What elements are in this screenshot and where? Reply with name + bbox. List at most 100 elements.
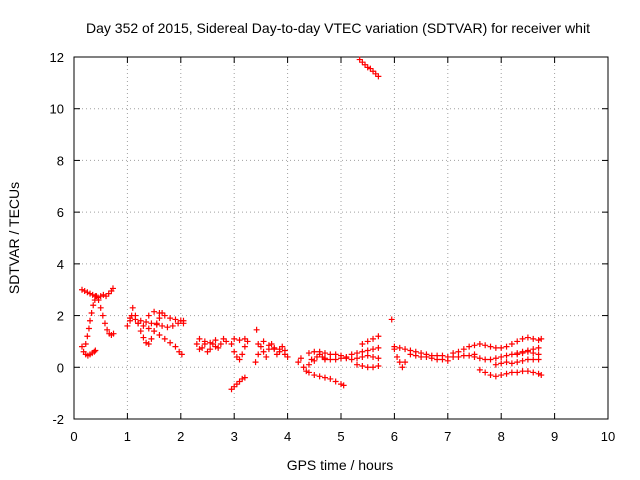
- data-point: [524, 348, 531, 355]
- data-point: [412, 352, 419, 359]
- data-point: [223, 338, 230, 345]
- data-point: [359, 353, 366, 360]
- data-point: [503, 359, 510, 366]
- data-point: [228, 341, 235, 348]
- data-point: [450, 350, 457, 357]
- data-point: [215, 344, 222, 351]
- data-point: [241, 335, 248, 342]
- data-point: [407, 351, 414, 358]
- data-point: [255, 341, 262, 348]
- data-point: [303, 368, 310, 375]
- data-point: [359, 348, 366, 355]
- data-point: [439, 356, 446, 363]
- data-point: [418, 353, 425, 360]
- data-point: [207, 339, 214, 346]
- data-point: [159, 322, 166, 329]
- data-point: [364, 364, 371, 371]
- data-point: [519, 335, 526, 342]
- y-tick-label: 8: [57, 153, 64, 168]
- data-point: [370, 353, 377, 360]
- data-point: [212, 343, 219, 350]
- data-point: [535, 356, 542, 363]
- data-point: [359, 341, 366, 348]
- data-point: [93, 293, 100, 300]
- data-point: [193, 341, 200, 348]
- data-point: [503, 370, 510, 377]
- data-point: [87, 290, 94, 297]
- data-point: [124, 322, 131, 329]
- data-point: [100, 291, 107, 298]
- data-point: [535, 337, 542, 344]
- data-point: [343, 355, 350, 362]
- data-point: [482, 342, 489, 349]
- data-point: [161, 312, 168, 319]
- y-tick-label: -2: [52, 412, 64, 427]
- data-point: [535, 351, 542, 358]
- data-point: [132, 316, 139, 323]
- data-point: [538, 372, 545, 379]
- y-tick-label: 2: [57, 309, 64, 324]
- y-axis-label: SDTVAR / TECUs: [6, 182, 22, 294]
- chart-title: Day 352 of 2015, Sidereal Day-to-day VTE…: [86, 20, 590, 36]
- data-point: [375, 355, 382, 362]
- data-point: [388, 316, 395, 323]
- data-point: [514, 369, 521, 376]
- data-point: [316, 348, 323, 355]
- data-point: [471, 342, 478, 349]
- data-point: [327, 356, 334, 363]
- data-point: [151, 308, 158, 315]
- data-point: [364, 338, 371, 345]
- data-point: [375, 362, 382, 369]
- data-point: [354, 350, 361, 357]
- data-point: [471, 353, 478, 360]
- data-point: [99, 312, 106, 319]
- data-point: [460, 346, 467, 353]
- data-point: [180, 320, 187, 327]
- data-point: [535, 344, 542, 351]
- data-point: [460, 352, 467, 359]
- data-point: [530, 369, 537, 376]
- x-tick-labels: 0 1 2 3 4 5 6 7 8 9 10: [70, 429, 615, 444]
- data-point: [140, 334, 147, 341]
- data-point: [241, 343, 248, 350]
- data-point: [263, 353, 270, 360]
- data-point: [332, 356, 339, 363]
- data-point: [530, 350, 537, 357]
- axis-ticks: [73, 56, 609, 420]
- data-point: [135, 320, 142, 327]
- data-point: [535, 370, 542, 377]
- data-point: [207, 346, 214, 353]
- data-point: [455, 353, 462, 360]
- data-point: [340, 382, 347, 389]
- data-point: [399, 364, 406, 371]
- data-point: [89, 291, 96, 298]
- data-point: [91, 348, 98, 355]
- data-point: [300, 364, 307, 371]
- data-point: [151, 328, 158, 335]
- data-point: [364, 347, 371, 354]
- data-point: [305, 361, 312, 368]
- data-point: [487, 372, 494, 379]
- data-point: [524, 334, 531, 341]
- y-tick-label: 12: [50, 50, 64, 65]
- data-point: [236, 356, 243, 363]
- data-point: [172, 343, 179, 350]
- data-point: [85, 325, 92, 332]
- data-point: [482, 356, 489, 363]
- data-point: [145, 312, 152, 319]
- data-point: [482, 369, 489, 376]
- data-point: [252, 359, 259, 366]
- data-point: [530, 335, 537, 342]
- data-point: [305, 369, 312, 376]
- x-tick-label: 2: [177, 429, 184, 444]
- data-point: [321, 355, 328, 362]
- data-point: [129, 304, 136, 311]
- data-point: [268, 341, 275, 348]
- data-point: [143, 319, 150, 326]
- data-point: [519, 368, 526, 375]
- data-point: [370, 335, 377, 342]
- x-tick-label: 10: [601, 429, 615, 444]
- data-point: [305, 350, 312, 357]
- data-point: [402, 359, 409, 366]
- data-point: [370, 346, 377, 353]
